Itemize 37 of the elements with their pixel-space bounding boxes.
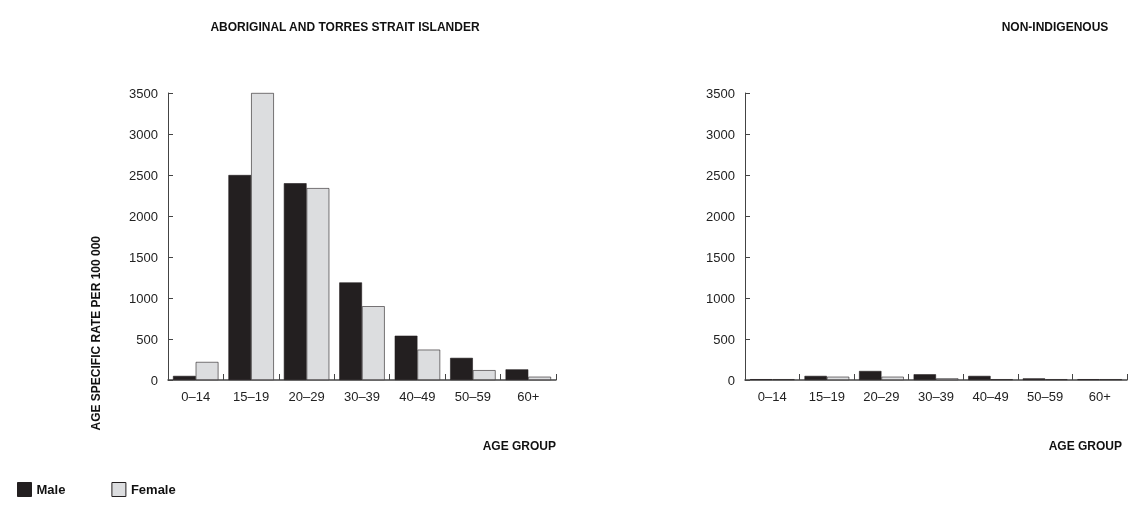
y-tick-label: 2000 <box>129 208 158 224</box>
x-tick-label: 40–49 <box>972 389 1009 404</box>
y-tick-label: 2500 <box>129 167 158 183</box>
y-tick-label: 1500 <box>706 249 735 265</box>
x-tick-label: 15–19 <box>233 389 270 404</box>
y-tick-label: 500 <box>136 331 158 347</box>
x-tick-label: 60+ <box>517 389 540 404</box>
x-tick-label: 40–49 <box>399 389 436 404</box>
y-tick-label: 3000 <box>129 126 158 142</box>
x-tick-label: 20–29 <box>863 389 900 404</box>
x-tick-label: 0–14 <box>757 389 787 404</box>
y-tick-label: 0 <box>727 372 735 388</box>
y-tick-label: 2000 <box>706 208 735 224</box>
x-tick-label: 60+ <box>1088 389 1111 404</box>
y-tick-label: 0 <box>150 372 158 388</box>
x-tick-label: 50–59 <box>454 389 491 404</box>
y-tick-label: 1000 <box>706 290 735 306</box>
x-tick-label: 50–59 <box>1027 389 1064 404</box>
x-tick-label: 30–39 <box>343 389 381 404</box>
y-tick-label: 2500 <box>706 167 735 183</box>
x-axis-title: AGE GROUP <box>1048 439 1122 453</box>
y-tick-label: 1500 <box>129 249 158 265</box>
chart-title: ABORIGINAL AND TORRES STRAIT ISLANDER <box>210 20 480 34</box>
x-tick-label: 30–39 <box>917 389 955 404</box>
y-axis-title: AGE SPECIFIC RATE PER 100 000 <box>89 235 103 431</box>
x-tick-label: 0–14 <box>181 389 211 404</box>
legend-label: Female <box>130 482 176 497</box>
y-tick-label: 1000 <box>129 290 158 306</box>
legend-label: Male <box>36 482 66 497</box>
y-tick-label: 500 <box>713 331 735 347</box>
y-tick-label: 3000 <box>706 126 735 142</box>
y-tick-label: 3500 <box>706 85 735 101</box>
x-axis-title: AGE GROUP <box>482 439 556 453</box>
y-tick-label: 3500 <box>129 85 158 101</box>
x-tick-label: 15–19 <box>808 389 845 404</box>
chart-title: NON-INDIGENOUS <box>1001 20 1109 34</box>
x-tick-label: 20–29 <box>288 389 325 404</box>
